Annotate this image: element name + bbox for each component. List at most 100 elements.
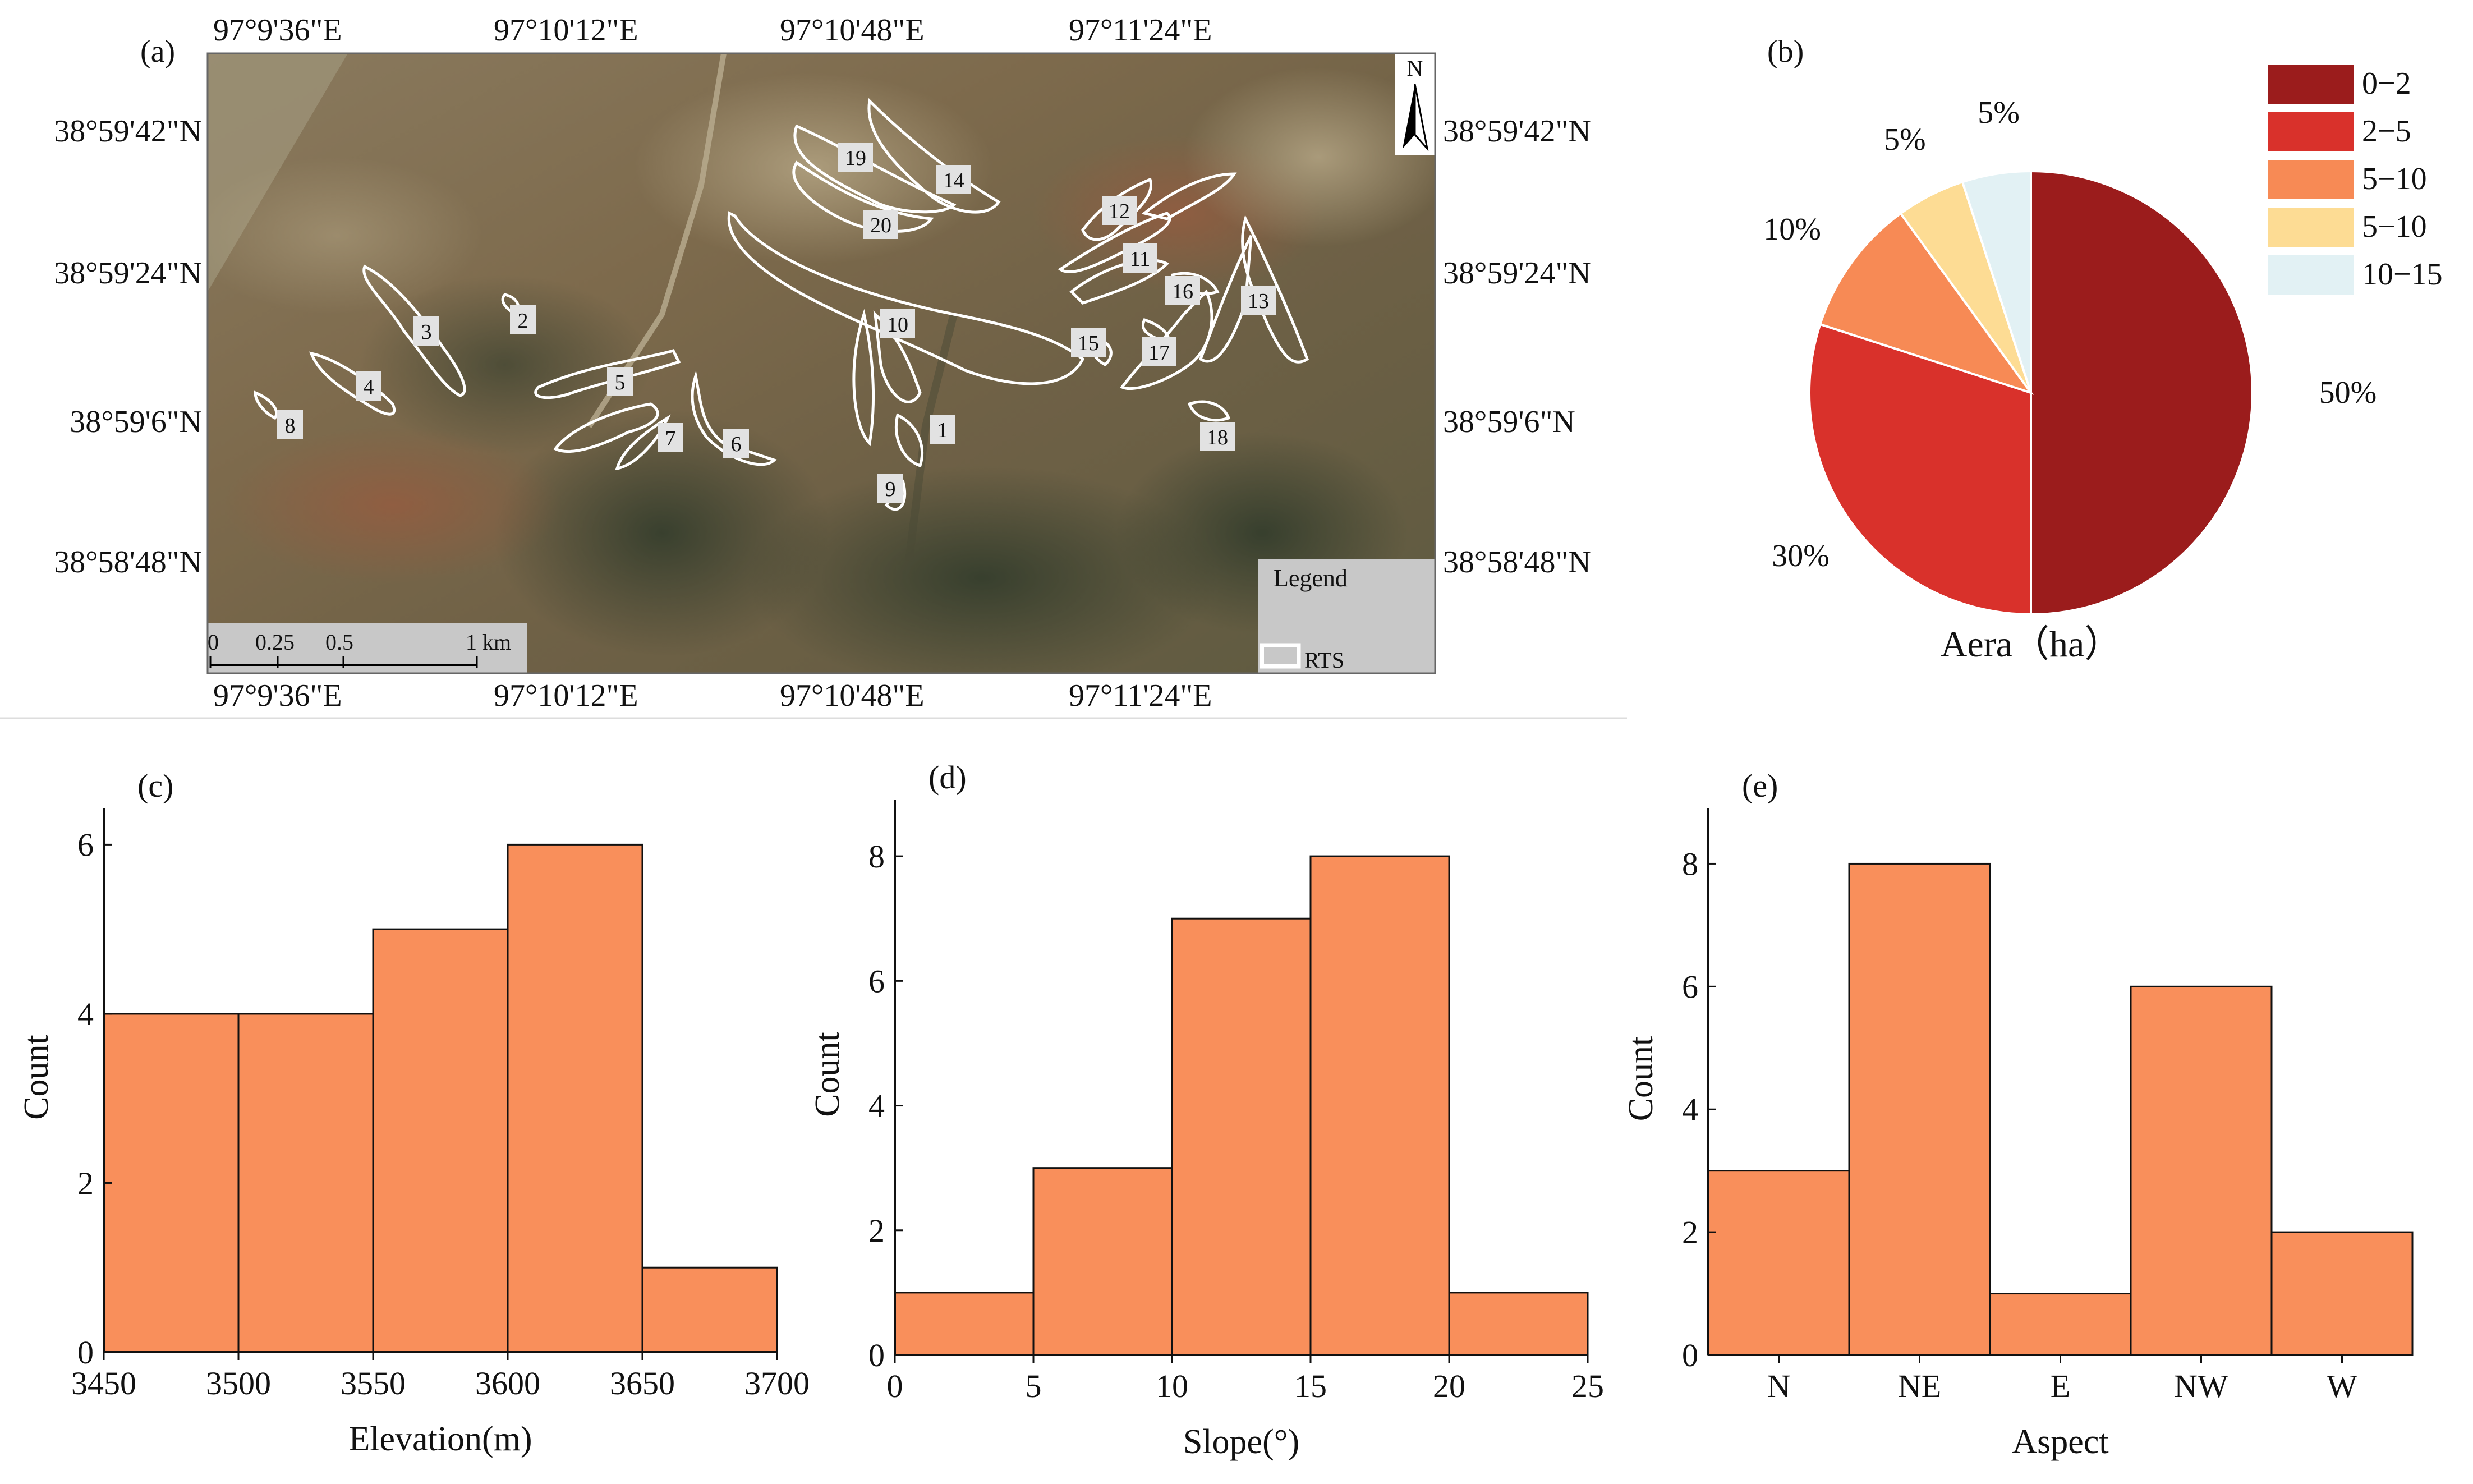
- x-tick-label: N: [1767, 1368, 1791, 1404]
- rts-label-11: 11: [1130, 247, 1151, 271]
- y-tick-label: 4: [77, 996, 94, 1032]
- rts-label-box: [877, 474, 903, 503]
- satellite-image: [208, 53, 1435, 673]
- rts-label-7: 7: [665, 427, 676, 451]
- top-lon-1: 97°9'36"E: [213, 13, 342, 48]
- y-tick-label: 2: [77, 1165, 94, 1201]
- pie-slice-1: [1808, 323, 2032, 616]
- rts-label-box: [1142, 337, 1176, 366]
- pie-value-label-4: 5%: [1978, 95, 2020, 130]
- rts-label-16: 16: [1172, 280, 1193, 304]
- right-lat-2: 38°59'24"N: [1443, 256, 1591, 291]
- left-lat-2: 38°59'24"N: [54, 256, 202, 291]
- rts-label-box: [1123, 243, 1157, 273]
- x-tick-label: 5: [1026, 1368, 1042, 1404]
- right-lat-1: 38°59'42"N: [1443, 114, 1591, 149]
- x-tick-label: NE: [1898, 1368, 1941, 1404]
- pie-slice-4: [1961, 169, 2032, 393]
- panel-a-label: (a): [140, 34, 175, 69]
- bar-2: [1171, 917, 1312, 1356]
- y-axis-label: Count: [808, 1032, 847, 1117]
- rts-label-box: [413, 316, 439, 346]
- y-tick-label: 0: [77, 1334, 94, 1371]
- x-tick-label: E: [2051, 1368, 2070, 1404]
- rts-label-box: [723, 429, 749, 458]
- x-tick-label: 3500: [206, 1365, 271, 1402]
- bar-4: [641, 1266, 778, 1353]
- map-legend: Legend RTS: [1258, 559, 1435, 673]
- rts-label-5: 5: [615, 371, 626, 394]
- y-tick-label: 8: [1682, 846, 1698, 882]
- rts-label-box: [936, 165, 971, 194]
- rts-label-box: [356, 371, 381, 401]
- bottom-lon-1: 97°9'36"E: [213, 678, 342, 713]
- rts-label-box: [1200, 422, 1235, 451]
- rts-label-2: 2: [518, 309, 528, 333]
- rts-label-18: 18: [1207, 426, 1228, 449]
- x-axis-label: Slope(°): [1183, 1423, 1299, 1461]
- pie-title: Aera（ha）: [1941, 624, 2122, 665]
- x-tick-label: 15: [1294, 1368, 1327, 1404]
- bar-3: [507, 843, 643, 1353]
- pie-slice-2: [1818, 212, 2034, 395]
- rts-label-12: 12: [1109, 200, 1130, 223]
- panel-b-label: (b): [1767, 34, 1804, 69]
- bar-1: [237, 1013, 374, 1353]
- x-axis-label: Elevation(m): [348, 1420, 532, 1458]
- top-lon-2: 97°10'12"E: [494, 13, 638, 48]
- bar-2: [372, 928, 509, 1353]
- rts-label-10: 10: [887, 313, 908, 337]
- bar-2: [1989, 1293, 2132, 1356]
- x-tick-label: 10: [1156, 1368, 1188, 1404]
- rts-label-box: [1071, 328, 1106, 357]
- x-axis-label: Aspect: [2012, 1423, 2108, 1461]
- y-tick-label: 6: [77, 826, 94, 863]
- y-tick-label: 0: [1682, 1337, 1698, 1373]
- x-tick-label: 25: [1571, 1368, 1604, 1404]
- y-axis-label: Count: [17, 1035, 56, 1120]
- bar-0: [103, 1013, 240, 1353]
- x-tick-label: W: [2327, 1368, 2357, 1404]
- rts-label-box: [1102, 196, 1137, 225]
- pie-value-label-2: 10%: [1763, 212, 1821, 247]
- pie-legend-label-1: 2−5: [2362, 114, 2411, 149]
- y-tick-label: 4: [1682, 1091, 1698, 1128]
- left-lat-4: 38°58'48"N: [54, 545, 202, 580]
- rts-label-20: 20: [870, 214, 891, 237]
- y-tick-label: 6: [1682, 968, 1698, 1005]
- top-lon-3: 97°10'48"E: [780, 13, 925, 48]
- bar-1: [1848, 862, 1991, 1356]
- scale-tick-3: 1 km: [466, 630, 511, 655]
- pie-legend-swatch-4: [2268, 255, 2354, 295]
- rts-label-box: [1165, 276, 1200, 305]
- x-tick-label: NW: [2174, 1368, 2228, 1404]
- scale-bar: 0 0.25 0.5 1 km: [208, 623, 527, 673]
- rts-label-box: [1241, 286, 1276, 315]
- pie-panel: (b) 50% 30% 10% 5% 5% 0−2 2−5 5−10 5−10 10−15 Ae…: [1763, 34, 2442, 665]
- rts-label-19: 19: [845, 146, 866, 170]
- pie-value-label-1: 30%: [1772, 539, 1830, 573]
- pie-value-label-3: 5%: [1884, 122, 1926, 157]
- scale-tick-0: 0: [208, 630, 219, 655]
- legend-title: Legend: [1274, 564, 1348, 592]
- x-tick-label: 3650: [610, 1365, 675, 1402]
- x-tick-label: 3550: [341, 1365, 406, 1402]
- rts-label-3: 3: [421, 320, 432, 344]
- bottom-lon-2: 97°10'12"E: [494, 678, 638, 713]
- y-tick-label: 2: [868, 1212, 885, 1249]
- bar-4: [1448, 1292, 1589, 1356]
- pie-legend-swatch-0: [2268, 65, 2354, 104]
- rts-label-box: [838, 143, 873, 172]
- rts-label-6: 6: [731, 433, 742, 456]
- pie-value-label-0: 50%: [2319, 375, 2377, 410]
- rts-label-box: [930, 415, 955, 444]
- rts-label-box: [863, 210, 898, 239]
- rts-outlines: [254, 98, 1309, 511]
- rts-label-box: [510, 305, 536, 334]
- bar-3: [1309, 855, 1450, 1356]
- rts-label-14: 14: [943, 169, 964, 192]
- bar-0: [894, 1292, 1035, 1356]
